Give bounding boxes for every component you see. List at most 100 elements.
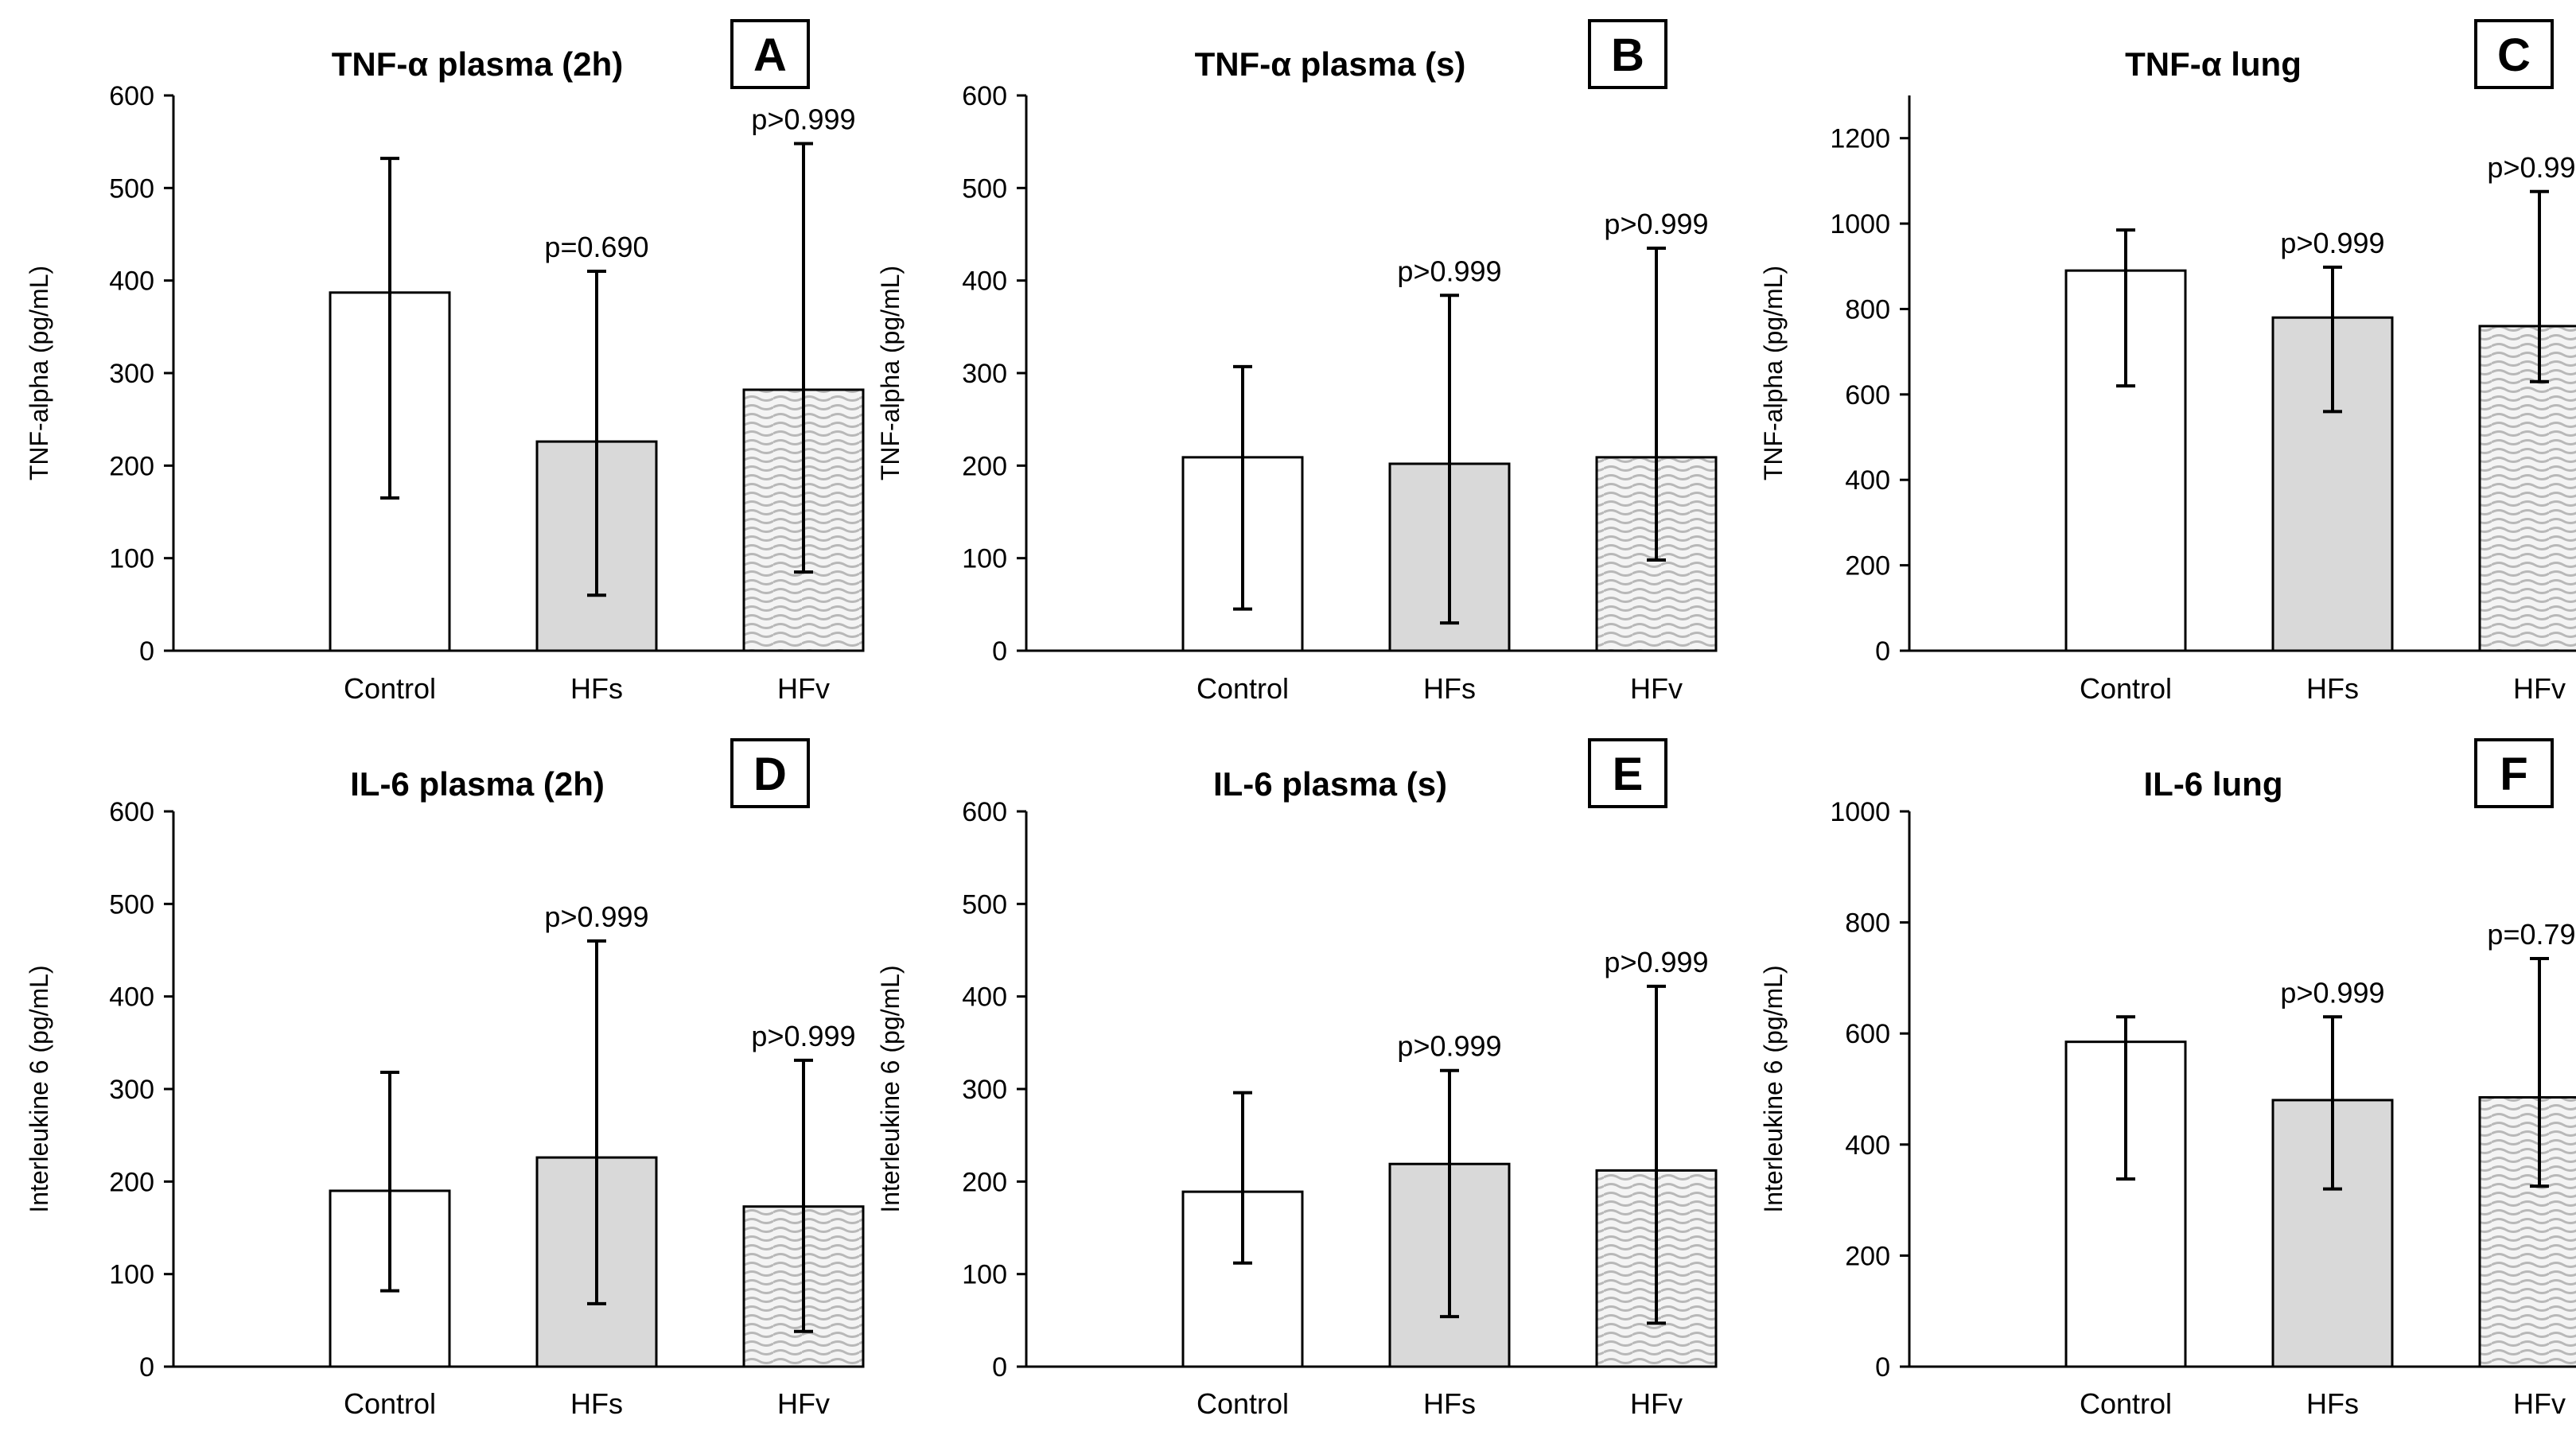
category-label: Control [344, 1387, 436, 1420]
panel-letter-box [1588, 19, 1667, 89]
y-tick-label: 0 [992, 1352, 1007, 1383]
category-label: HFv [2513, 1387, 2566, 1420]
category-label: HFs [2306, 672, 2359, 705]
panel-letter-box [2474, 738, 2554, 808]
chart-title: IL-6 plasma (2h) [350, 765, 605, 803]
y-tick-label: 400 [1845, 1130, 1890, 1161]
panel-letter: C [2497, 29, 2531, 81]
y-axis-label: TNF-alpha (pg/mL) [1759, 266, 1788, 480]
category-label: HFv [2513, 672, 2566, 705]
y-axis-label: TNF-alpha (pg/mL) [876, 266, 905, 480]
panel-letter: D [753, 749, 787, 800]
bar-hfs [2271, 316, 2394, 652]
panel-letter: A [753, 29, 787, 81]
panel-b: TNF-α plasma (s) B TNF-alpha (pg/mL) 0 100 20… [876, 19, 1718, 705]
panel-letter: E [1613, 749, 1644, 800]
y-tick-label: 800 [1845, 908, 1890, 939]
p-value-label: p>0.999 [2280, 976, 2384, 1009]
y-tick-label: 800 [1845, 294, 1890, 325]
bar-hfv [2478, 325, 2576, 652]
y-tick-label: 600 [109, 797, 154, 827]
y-tick-label: 500 [962, 173, 1007, 204]
category-label: HFv [1630, 1387, 1683, 1420]
y-tick-label: 0 [1875, 1352, 1890, 1383]
p-value-label: p>0.999 [1604, 946, 1708, 978]
chart-title: TNF-α plasma (s) [1195, 45, 1466, 83]
category-label: Control [2080, 672, 2172, 705]
category-label: HFs [570, 1387, 623, 1420]
y-tick-label: 200 [962, 1167, 1007, 1197]
p-value-label: p>0.999 [751, 1020, 855, 1052]
bar-hfv [2478, 1095, 2576, 1368]
y-tick-label: 0 [139, 1352, 154, 1383]
category-label: Control [2080, 1387, 2172, 1420]
p-value-label: p>0.999 [2487, 151, 2576, 184]
y-tick-label: 1000 [1830, 797, 1890, 827]
chart-title: TNF-α plasma (2h) [332, 45, 624, 83]
panel-d: IL-6 plasma (2h) D Interleukine 6 (pg/mL) 0… [25, 738, 865, 1420]
y-tick-label: 400 [1845, 465, 1890, 496]
y-tick-label: 0 [992, 636, 1007, 667]
category-label: HFs [1423, 672, 1476, 705]
y-tick-label: 400 [109, 982, 154, 1013]
y-tick-label: 600 [109, 81, 154, 111]
p-value-label: p=0.690 [544, 231, 648, 263]
y-tick-label: 300 [109, 359, 154, 389]
p-value-label: p>0.999 [1397, 255, 1501, 287]
chart-title: IL-6 plasma (s) [1213, 765, 1447, 803]
y-tick-label: 0 [139, 636, 154, 667]
panel-letter-box [730, 19, 810, 89]
y-tick-label: 1200 [1830, 124, 1890, 154]
category-label: HFs [1423, 1387, 1476, 1420]
panel-a: TNF-α plasma (2h) A TNF-alpha (pg/mL) 0 100 2… [25, 19, 865, 705]
y-axis-label: TNF-alpha (pg/mL) [25, 266, 53, 480]
y-tick-label: 600 [962, 81, 1007, 111]
y-tick-label: 300 [962, 359, 1007, 389]
y-tick-label: 200 [1845, 551, 1890, 581]
panel-letter-box [730, 738, 810, 808]
y-tick-label: 200 [109, 1167, 154, 1197]
category-label: HFs [2306, 1387, 2359, 1420]
y-tick-label: 200 [962, 451, 1007, 481]
panel-letter-box [1588, 738, 1667, 808]
chart-title: IL-6 lung [2144, 765, 2283, 803]
panel-letter-box [2474, 19, 2554, 89]
category-label: Control [344, 672, 436, 705]
category-label: HFv [1630, 672, 1683, 705]
y-tick-label: 300 [962, 1075, 1007, 1105]
p-value-label: p>0.999 [544, 900, 648, 933]
y-tick-label: 1000 [1830, 209, 1890, 239]
y-tick-label: 200 [1845, 1241, 1890, 1271]
panel-letter: B [1611, 29, 1644, 81]
chart-title: TNF-α lung [2125, 45, 2302, 83]
y-tick-label: 300 [109, 1075, 154, 1105]
y-tick-label: 500 [109, 889, 154, 920]
panel-letter: F [2500, 749, 2527, 800]
y-axis-label: Interleukine 6 (pg/mL) [25, 965, 53, 1212]
y-tick-label: 400 [962, 982, 1007, 1013]
y-tick-label: 100 [109, 544, 154, 574]
p-value-label: p>0.999 [2280, 227, 2384, 259]
category-label: Control [1197, 1387, 1289, 1420]
p-value-label: p>0.999 [1397, 1030, 1501, 1063]
category-label: HFv [777, 672, 830, 705]
y-tick-label: 400 [109, 266, 154, 297]
y-tick-label: 100 [109, 1260, 154, 1290]
category-label: HFv [777, 1387, 830, 1420]
panel-c: TNF-α lung C TNF-alpha (pg/mL) 0 200 400 600 80… [1759, 19, 2576, 705]
y-axis-label: Interleukine 6 (pg/mL) [1759, 965, 1788, 1212]
y-axis-label: Interleukine 6 (pg/mL) [876, 965, 905, 1212]
y-tick-label: 500 [962, 889, 1007, 920]
panel-f: IL-6 lung F Interleukine 6 (pg/mL) 0 200 400 6… [1759, 738, 2576, 1420]
y-tick-label: 600 [1845, 1019, 1890, 1049]
y-tick-label: 100 [962, 544, 1007, 574]
y-tick-label: 200 [109, 451, 154, 481]
panel-e: IL-6 plasma (s) E Interleukine 6 (pg/mL) 0 1… [876, 738, 1718, 1420]
y-tick-label: 600 [962, 797, 1007, 827]
y-tick-label: 400 [962, 266, 1007, 297]
p-value-label: p=0.794 [2487, 918, 2576, 951]
category-label: HFs [570, 672, 623, 705]
y-tick-label: 500 [109, 173, 154, 204]
p-value-label: p>0.999 [1604, 208, 1708, 240]
